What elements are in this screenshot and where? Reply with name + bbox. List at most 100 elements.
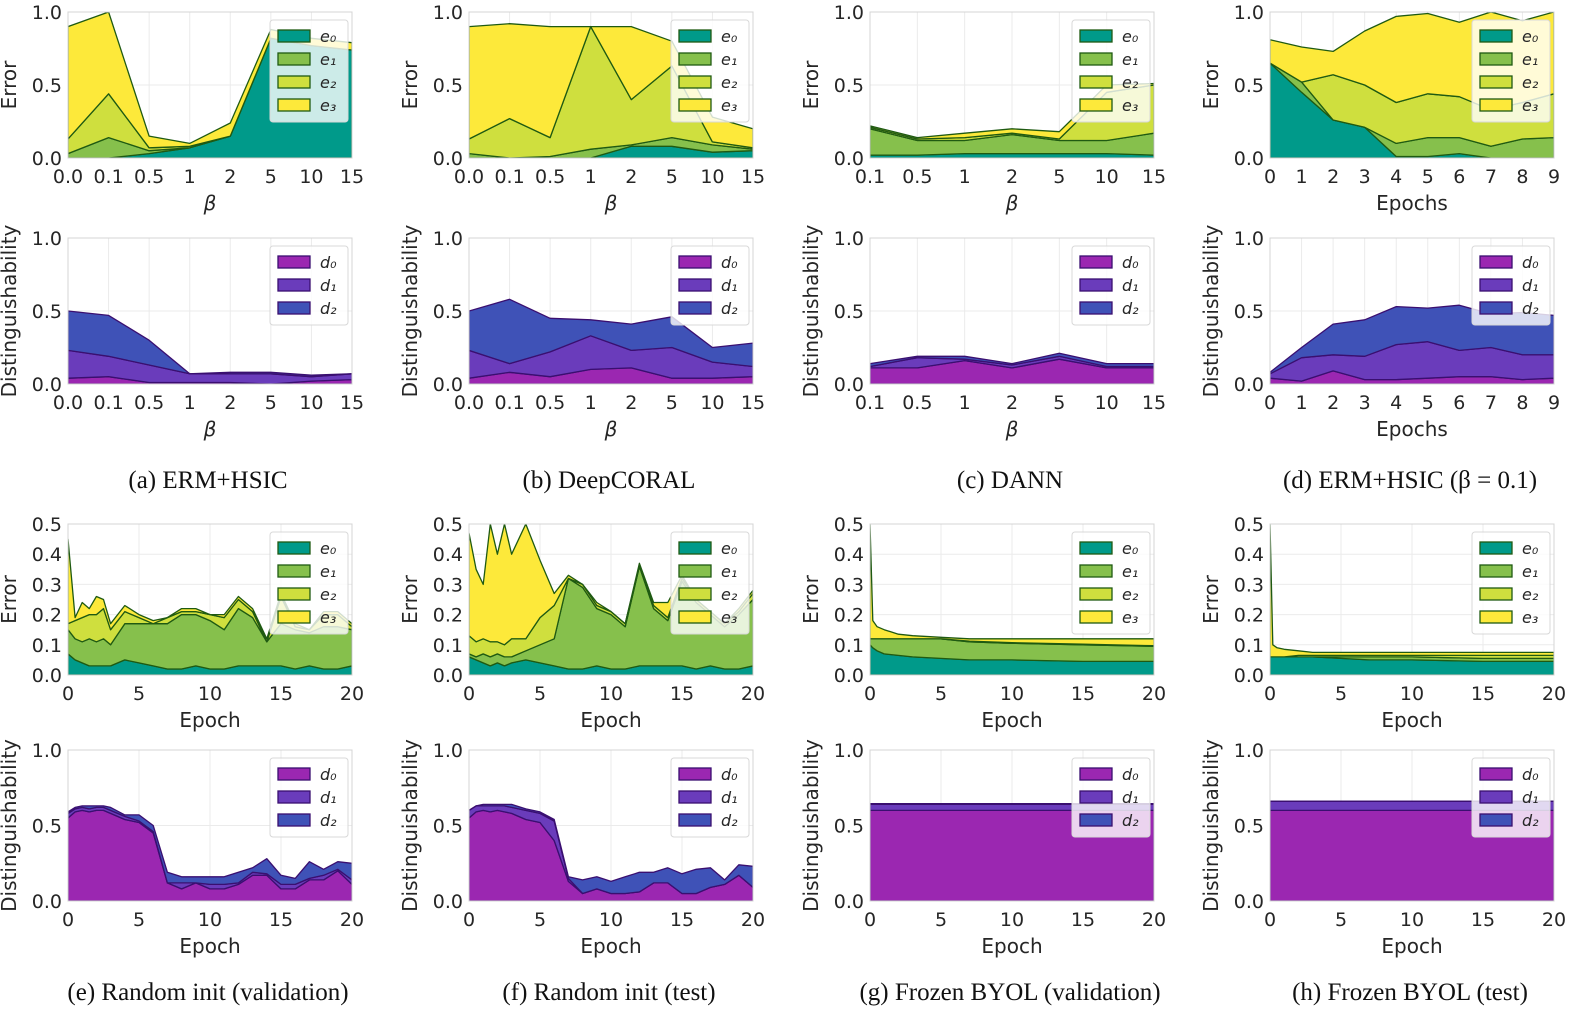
- legend-label: d₁: [320, 276, 337, 295]
- x-tick-label: 5: [133, 909, 145, 931]
- x-tick-label: 15: [340, 166, 364, 188]
- subplot-10: 0.0 0.1 0.2 0.3 0.4 0.5 0 5 10 15 20 Epoch Error e₀ e₁…: [799, 514, 1166, 732]
- legend-label: e₃: [1522, 96, 1538, 115]
- legend-label: e₁: [1522, 50, 1538, 69]
- subfigure-caption: (g) Frozen BYOL (validation): [859, 979, 1160, 1006]
- legend-label: d₁: [721, 788, 738, 807]
- subplot-3: 0.0 0.5 1.0 0 1 2 3 4 5 6 7 8 9 Epochs Error e₀ e₁ e₂ e₃: [1199, 2, 1560, 215]
- legend-swatch: [678, 587, 712, 601]
- subplot-7: 0.0 0.5 1.0 0 1 2 3 4 5 6 7 8 9 Epochs Distinguishabil…: [1199, 224, 1560, 441]
- legend-label: e₂: [721, 73, 738, 92]
- x-tick-label: 15: [269, 683, 293, 705]
- legend-box: [1471, 531, 1551, 635]
- legend-label: d₂: [320, 811, 337, 830]
- x-tick-label: 15: [1471, 683, 1495, 705]
- y-tick-label: 0.0: [834, 891, 864, 913]
- legend-label: e₀: [721, 27, 738, 46]
- y-axis-label: Error: [799, 574, 823, 624]
- legend-label: d₀: [1522, 253, 1539, 272]
- x-tick-label: 10: [1400, 909, 1424, 931]
- y-tick-label: 1.0: [32, 740, 62, 762]
- legend-swatch: [1079, 813, 1113, 827]
- y-axis-label: Distinguishability: [799, 739, 823, 912]
- stacked-areas: [68, 310, 352, 384]
- legend-swatch: [277, 29, 311, 43]
- y-tick-label: 0.3: [433, 574, 463, 596]
- y-axis-label: Distinguishability: [398, 739, 422, 912]
- x-tick-label: 10: [1000, 909, 1024, 931]
- y-axis-label: Distinguishability: [0, 224, 21, 397]
- x-tick-label: 1: [959, 166, 971, 188]
- y-tick-label: 1.0: [834, 2, 864, 24]
- y-axis-label: Error: [799, 60, 823, 110]
- stacked-areas: [1270, 524, 1554, 675]
- x-tick-label: 3: [1359, 166, 1371, 188]
- y-tick-label: 0.0: [834, 665, 864, 687]
- legend-label: d₂: [1122, 299, 1139, 318]
- x-tick-label: 0.5: [134, 166, 164, 188]
- legend-swatch: [277, 52, 311, 66]
- legend-swatch: [277, 301, 311, 315]
- y-axis-label: Distinguishability: [398, 224, 422, 397]
- legend-swatch: [678, 564, 712, 578]
- x-tick-label: 15: [741, 166, 765, 188]
- y-tick-label: 1.0: [834, 228, 864, 250]
- x-tick-label: 0: [62, 683, 74, 705]
- y-tick-label: 1.0: [1234, 2, 1264, 24]
- legend-label: e₀: [1522, 539, 1539, 558]
- legend-label: d₀: [320, 765, 337, 784]
- legend-swatch: [1079, 564, 1113, 578]
- legend-label: d₀: [1122, 765, 1139, 784]
- y-tick-label: 0.4: [32, 544, 62, 566]
- x-tick-label: 20: [1142, 909, 1166, 931]
- legend-swatch: [1079, 541, 1113, 555]
- x-tick-label: 10: [599, 683, 623, 705]
- plot-frame: [869, 237, 1155, 385]
- x-tick-label: 10: [198, 909, 222, 931]
- area-e₃: [870, 524, 1154, 647]
- x-tick-label: 20: [1542, 683, 1566, 705]
- x-tick-label: 10: [1095, 166, 1119, 188]
- legend-label: e₁: [320, 50, 336, 69]
- y-tick-label: 0.2: [1234, 605, 1264, 627]
- legend-swatch: [1479, 564, 1513, 578]
- legend-box: [1471, 19, 1551, 123]
- x-tick-label: 5: [1422, 392, 1434, 414]
- x-tick-label: 5: [534, 683, 546, 705]
- legend-swatch: [277, 564, 311, 578]
- subplot-14: 0.0 0.5 1.0 0 5 10 15 20 Epoch Distinguishability…: [799, 739, 1166, 958]
- x-tick-label: 15: [670, 683, 694, 705]
- y-tick-label: 0.1: [834, 635, 864, 657]
- y-tick-label: 0.5: [1234, 816, 1264, 838]
- y-tick-label: 0.5: [1234, 75, 1264, 97]
- x-tick-label: 5: [1422, 166, 1434, 188]
- x-tick-label: 9: [1548, 392, 1560, 414]
- y-axis-label: Distinguishability: [0, 739, 21, 912]
- legend-label: e₀: [721, 539, 738, 558]
- legend: e₀ e₁ e₂ e₃: [1471, 19, 1551, 123]
- y-tick-label: 0.5: [834, 75, 864, 97]
- x-axis-label: Epoch: [1381, 934, 1442, 958]
- x-tick-label: 1: [585, 392, 597, 414]
- x-tick-label: 1: [1296, 392, 1308, 414]
- subplot-5: 0.0 0.5 1.0 0.0 0.1 0.5 1 2 5 10 15 β Distinguishabi…: [398, 224, 765, 441]
- legend: e₀ e₁ e₂ e₃: [670, 19, 750, 123]
- x-tick-label: 1: [1296, 166, 1308, 188]
- x-tick-label: 0.5: [535, 166, 565, 188]
- legend-swatch: [678, 29, 712, 43]
- plot-frame: [67, 749, 353, 902]
- legend-swatch: [277, 75, 311, 89]
- legend-swatch: [1079, 301, 1113, 315]
- x-tick-label: 10: [700, 166, 724, 188]
- y-tick-label: 0.5: [32, 301, 62, 323]
- legend-swatch: [678, 301, 712, 315]
- legend-swatch: [277, 813, 311, 827]
- plot-frame: [1269, 11, 1555, 159]
- x-tick-label: 15: [1471, 909, 1495, 931]
- x-tick-label: 2: [625, 392, 637, 414]
- x-axis-label: β: [203, 191, 217, 215]
- x-tick-label: 15: [1071, 683, 1095, 705]
- y-axis-label: Error: [398, 60, 422, 110]
- area-e₃: [469, 23, 753, 149]
